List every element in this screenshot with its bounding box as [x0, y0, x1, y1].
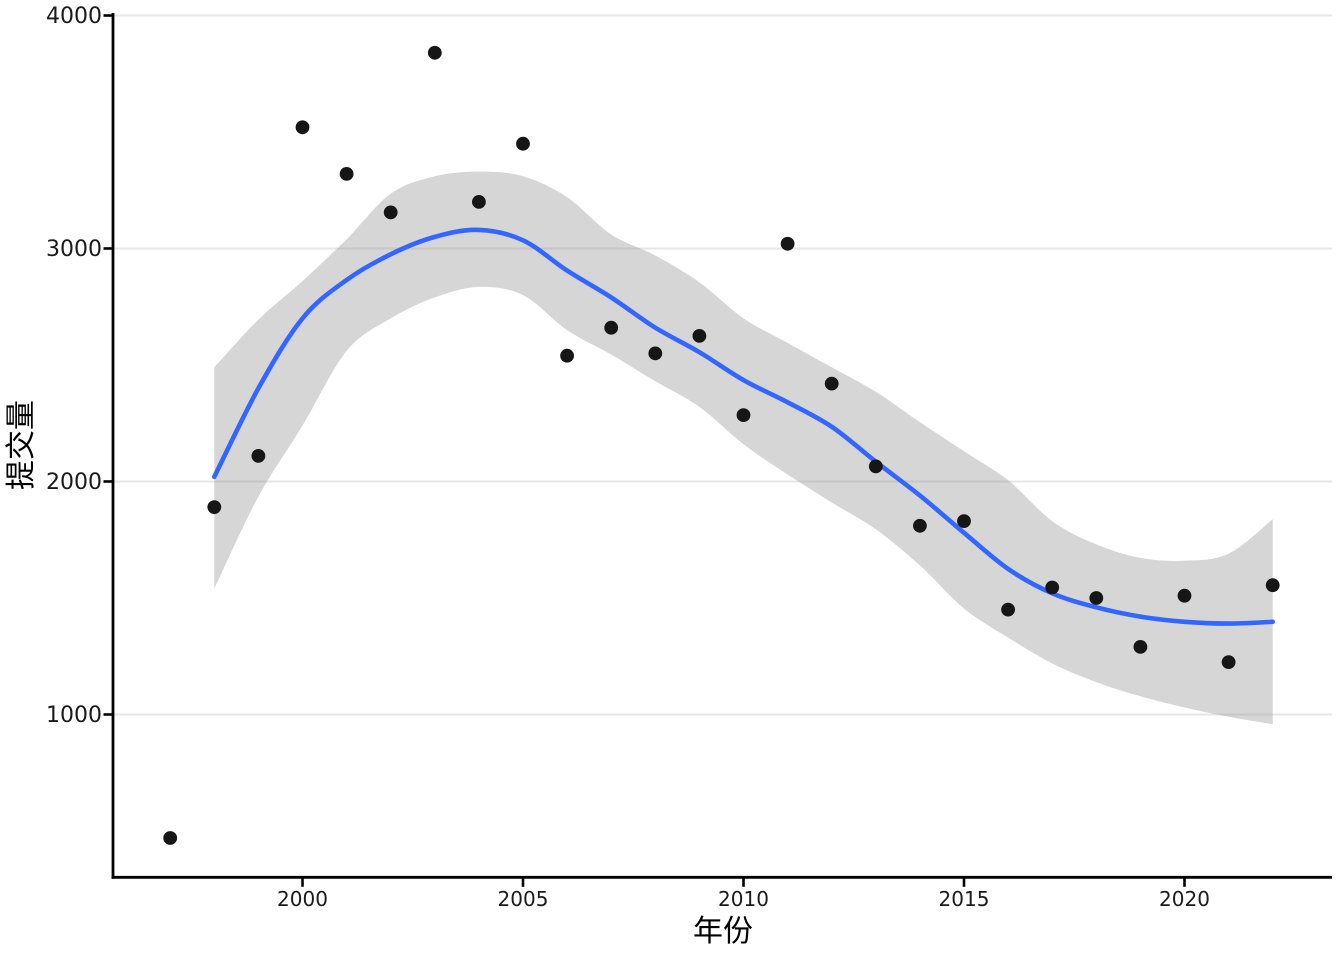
x-tick-label-2015: 2015	[939, 887, 990, 911]
data-point-2016	[1001, 602, 1015, 617]
x-axis-title: 年份	[693, 914, 753, 949]
data-point-2008	[648, 346, 663, 361]
x-tick-label-2000: 2000	[277, 887, 328, 911]
data-point-2011	[780, 236, 795, 251]
data-point-2015	[957, 514, 971, 528]
data-point-2022	[1265, 578, 1280, 593]
tick-labels-layer: 1000 2000 3000 4000 2000 2005 2010 2015 2020	[46, 4, 1210, 911]
data-point-2001	[339, 167, 354, 181]
y-tick-label-4000: 4000	[46, 4, 102, 29]
data-point-2021	[1221, 655, 1236, 669]
data-point-2014	[913, 518, 927, 533]
data-point-2005	[516, 136, 530, 151]
x-tick-label-2005: 2005	[498, 887, 549, 911]
x-tick-label-2010: 2010	[718, 887, 769, 911]
data-point-2018	[1089, 591, 1104, 605]
y-tick-label-2000: 2000	[46, 470, 102, 495]
x-tick-label-2020: 2020	[1159, 887, 1210, 911]
data-point-2003	[427, 45, 442, 60]
data-point-2004	[472, 195, 486, 209]
y-tick-label-1000: 1000	[46, 703, 102, 728]
confidence-band-layer	[214, 171, 1273, 725]
y-tick-label-3000: 3000	[46, 237, 102, 262]
data-point-1999	[251, 449, 266, 463]
smooth-line-layer	[212, 227, 1275, 626]
data-points-layer	[163, 45, 1280, 845]
data-point-2013	[868, 459, 883, 474]
data-point-2017	[1045, 580, 1060, 595]
data-point-1998	[207, 500, 222, 514]
confidence-band	[214, 171, 1273, 725]
gridlines-layer	[113, 14, 1332, 716]
axes-layer	[103, 13, 1332, 887]
data-point-2000	[295, 120, 310, 135]
data-point-2006	[560, 348, 574, 363]
smooth-trend-line	[212, 227, 1275, 626]
y-axis-title: 提交量	[4, 400, 39, 490]
data-point-2009	[692, 329, 707, 343]
data-point-2010	[736, 408, 751, 422]
data-point-1997	[163, 831, 178, 845]
data-point-2007	[604, 320, 619, 335]
data-point-2002	[383, 205, 398, 220]
data-point-2019	[1133, 640, 1148, 654]
data-point-2020	[1177, 588, 1192, 603]
data-point-2012	[824, 376, 839, 391]
